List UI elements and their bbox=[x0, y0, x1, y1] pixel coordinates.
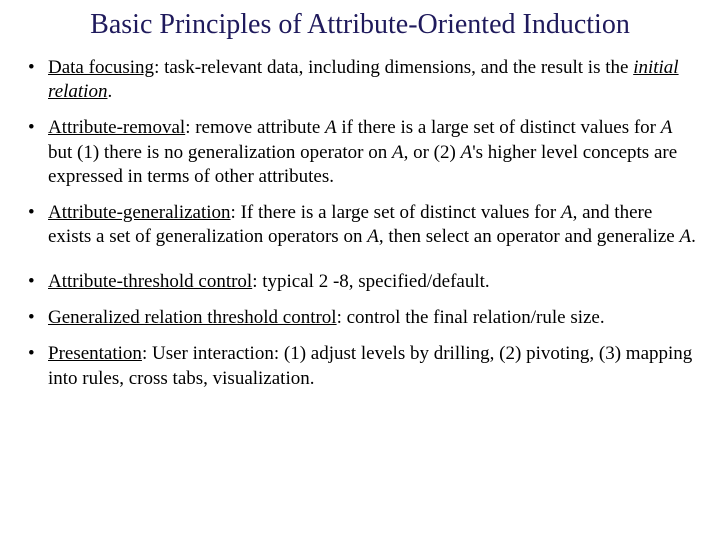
bullet-item: Presentation: User interaction: (1) adju… bbox=[20, 342, 700, 391]
bullet-var: A bbox=[661, 117, 673, 138]
bullet-text: : task-relevant data, including dimensio… bbox=[154, 57, 633, 78]
bullet-term: Attribute-threshold control bbox=[48, 271, 252, 292]
bullet-var: A bbox=[325, 117, 337, 138]
bullet-var: A bbox=[367, 226, 379, 247]
slide: Basic Principles of Attribute-Oriented I… bbox=[0, 0, 720, 423]
bullet-text: . bbox=[691, 226, 696, 247]
bullet-text: , then select an operator and generalize bbox=[379, 226, 680, 247]
bullet-var: A bbox=[680, 226, 692, 247]
bullet-item: Data focusing: task-relevant data, inclu… bbox=[20, 56, 700, 105]
bullet-item: Attribute-threshold control: typical 2 -… bbox=[20, 270, 700, 294]
bullet-item: Attribute-removal: remove attribute A if… bbox=[20, 116, 700, 189]
bullet-term: Presentation bbox=[48, 343, 142, 364]
bullet-item: Attribute-generalization: If there is a … bbox=[20, 201, 700, 250]
bullet-text: : control the final relation/rule size. bbox=[337, 307, 605, 328]
bullet-text: : typical 2 -8, specified/default. bbox=[252, 271, 489, 292]
bullet-term: Data focusing bbox=[48, 57, 154, 78]
bullet-text: : remove attribute bbox=[185, 117, 325, 138]
bullet-term: Attribute-generalization bbox=[48, 202, 231, 223]
bullet-text: . bbox=[107, 81, 112, 102]
bullet-text: but (1) there is no generalization opera… bbox=[48, 142, 392, 163]
bullet-term: Generalized relation threshold control bbox=[48, 307, 337, 328]
bullet-text: if there is a large set of distinct valu… bbox=[337, 117, 661, 138]
bullet-var: A bbox=[392, 142, 404, 163]
bullet-var: A bbox=[561, 202, 573, 223]
bullet-var: A bbox=[461, 142, 473, 163]
bullet-text: : User interaction: (1) adjust levels by… bbox=[48, 343, 692, 388]
bullet-text: , or (2) bbox=[404, 142, 461, 163]
bullet-item: Generalized relation threshold control: … bbox=[20, 306, 700, 330]
bullet-term: Attribute-removal bbox=[48, 117, 185, 138]
bullet-list: Data focusing: task-relevant data, inclu… bbox=[20, 56, 700, 391]
slide-title: Basic Principles of Attribute-Oriented I… bbox=[20, 8, 700, 42]
bullet-text: : If there is a large set of distinct va… bbox=[231, 202, 561, 223]
